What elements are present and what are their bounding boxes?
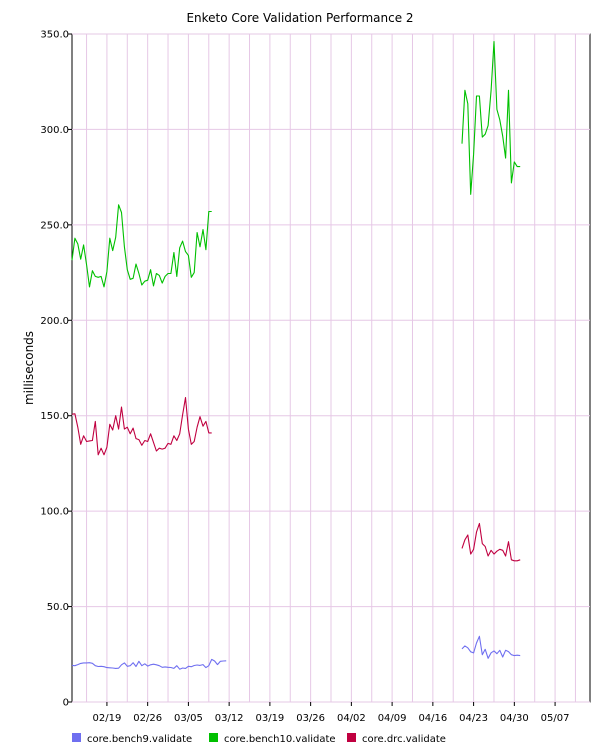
plot-area (71, 33, 591, 703)
y-tick-label: 150.0 (40, 411, 69, 422)
series-core.drc.validate (71, 397, 521, 562)
series-line-core.bench10.validate (71, 204, 212, 288)
y-tick-label: 100.0 (40, 507, 69, 518)
x-tick-label: 03/12 (215, 713, 244, 724)
y-tick-label: 250.0 (40, 220, 69, 231)
legend-swatch (209, 733, 218, 742)
y-tick-label: 50.0 (47, 602, 69, 613)
legend-swatch (347, 733, 356, 742)
y-tick-label: 0 (63, 698, 69, 709)
y-tick-label: 300.0 (40, 125, 69, 136)
x-tick-label: 03/05 (174, 713, 203, 724)
x-tick-label: 03/19 (255, 713, 284, 724)
legend-label: core.drc.validate (362, 734, 446, 745)
y-axis-label: milliseconds (22, 331, 36, 405)
y-axis: 0 50.0 100.0 150.0 200.0 250.0 300.0 350.0 (40, 30, 72, 709)
y-tick-label: 200.0 (40, 316, 69, 327)
x-tick-label: 04/23 (459, 713, 488, 724)
y-tick-label: 350.0 (40, 30, 69, 41)
legend-swatch (72, 733, 81, 742)
x-tick-label: 05/07 (541, 713, 570, 724)
series-core.bench10.validate (71, 41, 521, 288)
x-tick-label: 04/30 (500, 713, 529, 724)
x-tick-label: 02/26 (133, 713, 162, 724)
series-lines (71, 41, 521, 670)
legend-label: core.bench9.validate (87, 734, 192, 745)
x-tick-label: 04/09 (378, 713, 407, 724)
series-line-core.drc.validate (461, 522, 521, 562)
legend-label: core.bench10.validate (224, 734, 336, 745)
series-line-core.bench10.validate (461, 41, 521, 195)
series-line-core.bench9.validate (461, 635, 521, 659)
series-line-core.bench9.validate (71, 658, 227, 670)
legend: core.bench9.validate core.bench10.validat… (72, 733, 446, 745)
x-tick-label: 02/19 (93, 713, 122, 724)
chart-title: Enketo Core Validation Performance 2 (186, 11, 413, 25)
x-tick-label: 04/16 (418, 713, 447, 724)
x-axis: 02/19 02/26 03/05 03/12 03/19 03/26 04/02 04/09… (93, 702, 570, 724)
series-core.bench9.validate (71, 635, 521, 670)
x-tick-label: 03/26 (296, 713, 325, 724)
x-tick-label: 04/02 (337, 713, 366, 724)
grid-lines (72, 33, 590, 703)
series-line-core.drc.validate (71, 397, 212, 456)
